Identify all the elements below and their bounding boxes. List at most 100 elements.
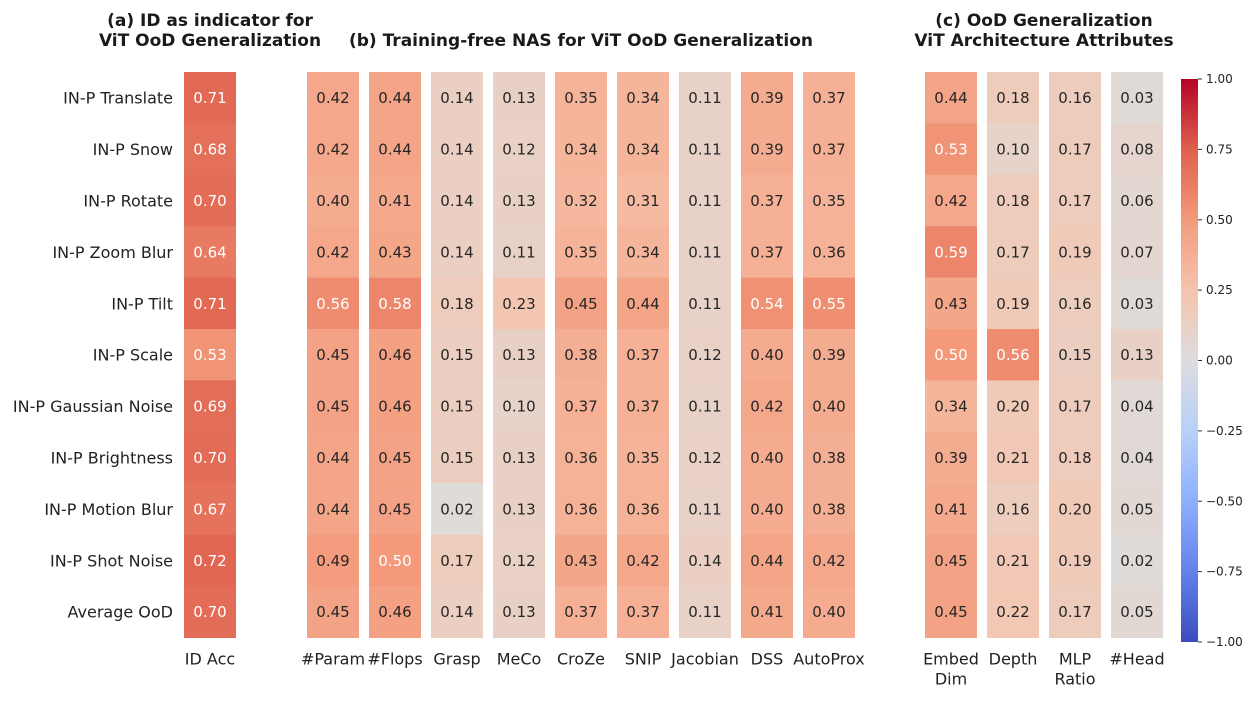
column-label: ID Acc: [185, 649, 235, 668]
panel-title: ViT Architecture Attributes: [914, 31, 1173, 51]
cell-value-label: 0.43: [378, 243, 411, 261]
cell-value-label: 0.72: [193, 552, 226, 570]
heatmap-cell: [803, 431, 855, 484]
heatmap-cell: [184, 534, 236, 587]
heatmap-cell: [925, 329, 977, 381]
cell-value-label: 0.19: [996, 295, 1029, 313]
cell-value-label: 0.44: [934, 89, 967, 107]
panel-title: (a) ID as indicator for: [107, 11, 313, 31]
heatmap-cell: [925, 72, 977, 124]
heatmap-cell: [369, 277, 421, 330]
cell-value-label: 0.42: [316, 141, 349, 159]
heatmap-cell: [987, 534, 1039, 587]
heatmap-cell: [741, 380, 793, 433]
cell-value-label: 0.03: [1120, 295, 1153, 313]
heatmap-cell: [493, 380, 545, 433]
heatmap-cell: [679, 72, 731, 124]
heatmap-cell: [741, 483, 793, 536]
cell-value-label: 0.43: [934, 295, 967, 313]
cell-value-label: 0.32: [564, 192, 597, 210]
heatmap-cell: [679, 534, 731, 587]
heatmap-cell: [555, 329, 607, 381]
cell-value-label: 0.37: [812, 89, 845, 107]
heatmap-cell: [493, 72, 545, 124]
cell-value-label: 0.42: [750, 398, 783, 416]
cell-value-label: 0.67: [193, 500, 226, 518]
cell-value-label: 0.19: [1058, 552, 1091, 570]
heatmap-cell: [431, 329, 483, 381]
cell-value-label: 0.11: [688, 192, 721, 210]
heatmap-cell: [1111, 226, 1163, 279]
heatmap-cell: [741, 226, 793, 279]
heatmap-cell: [307, 431, 359, 484]
heatmap-cell: [987, 483, 1039, 536]
heatmap-cell: [431, 277, 483, 330]
heatmap-cell: [679, 226, 731, 279]
heatmap-cell: [925, 226, 977, 279]
cell-value-label: 0.18: [440, 295, 473, 313]
heatmap-cell: [493, 329, 545, 381]
cell-value-label: 0.17: [996, 243, 1029, 261]
heatmap-cell: [803, 534, 855, 587]
cell-value-label: 0.37: [812, 141, 845, 159]
heatmap-cell: [803, 277, 855, 330]
cell-value-label: 0.40: [750, 449, 783, 467]
cell-value-label: 0.16: [996, 500, 1029, 518]
colorbar-tick-label: 0.50: [1206, 213, 1233, 227]
cell-value-label: 0.13: [502, 346, 535, 364]
cell-value-label: 0.36: [564, 500, 597, 518]
cell-value-label: 0.42: [316, 89, 349, 107]
cell-value-label: 0.53: [934, 141, 967, 159]
cell-value-label: 0.11: [688, 89, 721, 107]
cell-value-label: 0.39: [934, 449, 967, 467]
column-label: Jacobian: [670, 649, 739, 668]
heatmap-cell: [925, 277, 977, 330]
cell-value-label: 0.18: [996, 89, 1029, 107]
cell-value-label: 0.04: [1120, 398, 1153, 416]
colorbar-tick-label: 0.75: [1206, 142, 1233, 156]
cell-value-label: 0.54: [750, 295, 783, 313]
cell-value-label: 0.17: [1058, 398, 1091, 416]
heatmap-cell: [679, 586, 731, 638]
cell-value-label: 0.14: [440, 192, 473, 210]
panel-title: (c) OoD Generalization: [935, 11, 1152, 31]
heatmap-cell: [803, 123, 855, 176]
cell-value-label: 0.49: [316, 552, 349, 570]
heatmap-cell: [617, 586, 669, 638]
heatmap-cell: [555, 277, 607, 330]
cell-value-label: 0.56: [316, 295, 349, 313]
cell-value-label: 0.38: [812, 449, 845, 467]
heatmap-cell: [307, 226, 359, 279]
heatmap-cell: [1111, 586, 1163, 638]
cell-value-label: 0.12: [502, 552, 535, 570]
cell-value-label: 0.43: [564, 552, 597, 570]
heatmap-cell: [617, 534, 669, 587]
column-label: DSS: [751, 649, 784, 668]
heatmap-cell: [617, 431, 669, 484]
cell-value-label: 0.20: [996, 398, 1029, 416]
heatmap-cell: [431, 174, 483, 227]
cell-value-label: 0.17: [1058, 603, 1091, 621]
cell-value-label: 0.35: [564, 243, 597, 261]
heatmap-cell: [369, 226, 421, 279]
cell-value-label: 0.55: [812, 295, 845, 313]
heatmap-cell: [1111, 72, 1163, 124]
panel-title: (b) Training-free NAS for ViT OoD Genera…: [349, 31, 813, 51]
cell-value-label: 0.71: [193, 295, 226, 313]
heatmap-cell: [1111, 277, 1163, 330]
cell-value-label: 0.46: [378, 398, 411, 416]
cell-value-label: 0.37: [750, 192, 783, 210]
heatmap-cell: [431, 72, 483, 124]
cell-value-label: 0.46: [378, 603, 411, 621]
heatmap-cell: [369, 174, 421, 227]
heatmap-cell: [925, 586, 977, 638]
cell-value-label: 0.15: [440, 346, 473, 364]
cell-value-label: 0.14: [688, 552, 721, 570]
heatmap-cell: [555, 380, 607, 433]
cell-value-label: 0.45: [934, 603, 967, 621]
heatmap-cell: [555, 226, 607, 279]
heatmap-cell: [925, 534, 977, 587]
heatmap-cell: [1049, 483, 1101, 536]
heatmap-cell: [741, 586, 793, 638]
heatmap-cell: [925, 483, 977, 536]
